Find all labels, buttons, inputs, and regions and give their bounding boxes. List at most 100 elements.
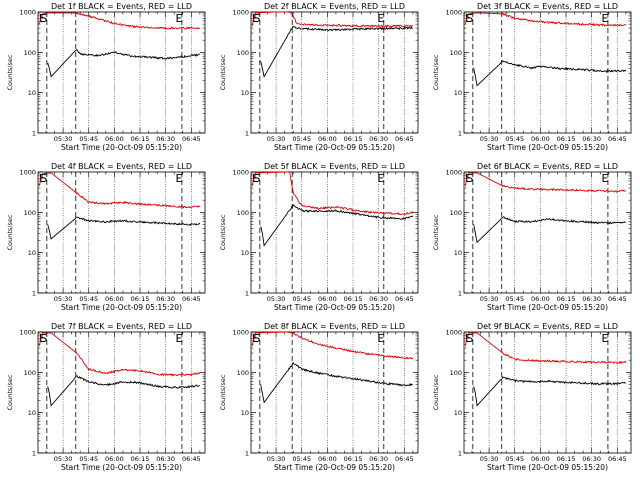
chart-panel: Det 3f BLACK = Events, RED = LLD 1 10 100 10… <box>426 0 639 160</box>
y-tick-label: 100 <box>450 209 462 217</box>
y-tick-label: 10 <box>454 89 462 97</box>
x-tick-label: 06:30 <box>369 295 388 303</box>
x-tick-label: 05:45 <box>79 455 98 463</box>
event-marker-label: E <box>252 12 259 25</box>
event-marker-label: S <box>253 12 260 25</box>
lld-series-line <box>251 10 414 28</box>
x-tick-label: 06:00 <box>531 455 550 463</box>
event-marker-label: E <box>377 12 384 25</box>
x-tick-label: 06:30 <box>369 135 388 143</box>
chart-title: Det 6f BLACK = Events, RED = LLD <box>477 162 618 171</box>
x-axis-label: Start Time (20-Oct-09 05:15:20) <box>487 463 608 472</box>
x-tick-label: 06:45 <box>395 135 414 143</box>
event-marker-label: S <box>253 332 260 345</box>
chart-svg: Det 4f BLACK = Events, RED = LLD 1 10 100 10… <box>6 162 206 312</box>
chart-svg: Det 7f BLACK = Events, RED = LLD 1 10 100 10… <box>6 322 206 472</box>
x-tick-label: 06:00 <box>105 295 124 303</box>
event-marker-label: E <box>39 12 46 25</box>
chart-panel: Det 5f BLACK = Events, RED = LLD 1 10 100 10… <box>213 160 426 320</box>
plot-frame <box>250 11 419 134</box>
event-marker-label: E <box>252 332 259 345</box>
x-tick-label: 06:15 <box>344 295 363 303</box>
x-tick-label: 06:30 <box>582 455 601 463</box>
x-tick-label: 06:15 <box>557 295 576 303</box>
x-tick-label: 05:45 <box>505 135 524 143</box>
x-tick-label: 06:45 <box>608 135 627 143</box>
lld-series-line <box>464 332 627 365</box>
chart-svg: Det 3f BLACK = Events, RED = LLD 1 10 100 10… <box>432 2 632 152</box>
y-tick-label: 1000 <box>232 9 249 17</box>
events-series-line <box>47 48 200 78</box>
x-tick-label: 06:15 <box>131 135 150 143</box>
y-axis-label: Counts/sec <box>432 214 440 250</box>
chart-svg: Det 8f BLACK = Events, RED = LLD 1 10 100 10… <box>219 322 419 472</box>
event-marker-label: E <box>175 332 182 345</box>
y-tick-label: 10 <box>28 249 36 257</box>
x-tick-label: 06:00 <box>105 455 124 463</box>
event-marker-label: E <box>175 172 182 185</box>
plot-frame <box>37 331 206 454</box>
x-tick-label: 05:30 <box>480 455 499 463</box>
plot-frame <box>463 171 632 294</box>
plot-frame <box>37 11 206 134</box>
chart-svg: Det 2f BLACK = Events, RED = LLD 1 10 100 10… <box>219 2 419 152</box>
chart-title: Det 8f BLACK = Events, RED = LLD <box>264 322 405 331</box>
x-tick-label: 06:00 <box>318 455 337 463</box>
x-tick-label: 06:00 <box>105 135 124 143</box>
x-tick-label: 05:45 <box>292 455 311 463</box>
events-series-line <box>260 203 414 247</box>
x-tick-label: 05:45 <box>292 135 311 143</box>
event-marker-label: E <box>601 172 608 185</box>
chart-svg: Det 6f BLACK = Events, RED = LLD 1 10 100 10… <box>432 162 632 312</box>
chart-title: Det 2f BLACK = Events, RED = LLD <box>264 2 405 11</box>
event-marker-label: E <box>601 332 608 345</box>
y-axis-label: Counts/sec <box>6 54 14 90</box>
y-tick-label: 100 <box>24 369 36 377</box>
x-tick-label: 06:45 <box>395 455 414 463</box>
x-tick-label: 06:30 <box>156 295 175 303</box>
lld-series-line <box>464 172 627 194</box>
y-tick-label: 1000 <box>232 169 249 177</box>
chart-panel: Det 4f BLACK = Events, RED = LLD 1 10 100 10… <box>0 160 213 320</box>
x-tick-label: 06:15 <box>557 135 576 143</box>
y-tick-label: 1 <box>245 130 249 138</box>
event-marker-label: E <box>465 172 472 185</box>
y-tick-label: 10 <box>241 409 249 417</box>
event-marker-label: E <box>377 332 384 345</box>
y-tick-label: 100 <box>450 369 462 377</box>
chart-panel: Det 7f BLACK = Events, RED = LLD 1 10 100 10… <box>0 320 213 480</box>
x-tick-label: 06:30 <box>582 295 601 303</box>
x-tick-label: 05:30 <box>480 135 499 143</box>
events-series-line <box>47 375 200 407</box>
event-marker-label: S <box>40 12 47 25</box>
y-axis-label: Counts/sec <box>219 54 227 90</box>
y-tick-label: 100 <box>24 209 36 217</box>
y-axis-label: Counts/sec <box>432 374 440 410</box>
event-marker-label: E <box>465 332 472 345</box>
x-axis-label: Start Time (20-Oct-09 05:15:20) <box>61 143 182 152</box>
event-marker-label: S <box>40 172 47 185</box>
lld-series-line <box>38 11 201 30</box>
x-tick-label: 05:45 <box>505 295 524 303</box>
x-tick-label: 06:15 <box>131 455 150 463</box>
event-marker-label: E <box>377 172 384 185</box>
y-axis-label: Counts/sec <box>219 214 227 250</box>
x-tick-label: 05:45 <box>79 295 98 303</box>
x-tick-label: 05:45 <box>79 135 98 143</box>
chart-title: Det 4f BLACK = Events, RED = LLD <box>51 162 192 171</box>
x-tick-label: 06:15 <box>344 455 363 463</box>
chart-panel: Det 6f BLACK = Events, RED = LLD 1 10 100 10… <box>426 160 639 320</box>
chart-panel: Det 2f BLACK = Events, RED = LLD 1 10 100 10… <box>213 0 426 160</box>
chart-panel: Det 9f BLACK = Events, RED = LLD 1 10 100 10… <box>426 320 639 480</box>
x-tick-label: 06:45 <box>608 295 627 303</box>
x-tick-label: 06:30 <box>582 135 601 143</box>
event-marker-label: S <box>466 332 473 345</box>
x-tick-label: 05:30 <box>267 295 286 303</box>
events-series-line <box>260 25 414 78</box>
x-axis-label: Start Time (20-Oct-09 05:15:20) <box>61 463 182 472</box>
y-axis-label: Counts/sec <box>6 214 14 250</box>
events-series-line <box>47 216 201 240</box>
plot-frame <box>463 331 632 454</box>
chart-svg: Det 9f BLACK = Events, RED = LLD 1 10 100 10… <box>432 322 632 472</box>
event-marker-label: E <box>601 12 608 25</box>
